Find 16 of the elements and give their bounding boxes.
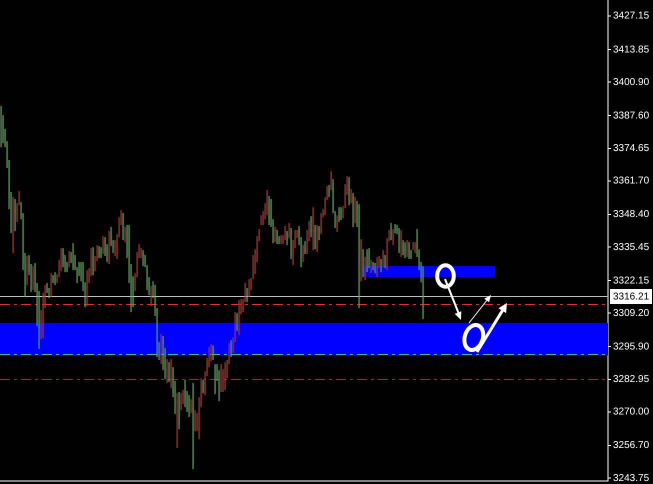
- y-tick-label: 3335.45: [613, 242, 650, 253]
- y-tick-label: 3374.65: [613, 143, 650, 154]
- y-tick-label: 3256.70: [613, 440, 650, 452]
- y-tick-label: 3282.95: [613, 374, 650, 386]
- y-tick-label: 3270.00: [613, 406, 650, 418]
- y-tick-label: 3348.40: [613, 209, 650, 220]
- y-tick-label: 3427.15: [613, 10, 650, 22]
- y-tick-label: 3322.15: [613, 275, 650, 286]
- y-tick-label: 3400.90: [613, 76, 650, 88]
- y-tick-label: 3361.70: [613, 176, 650, 187]
- ref-line-label: 3316.21: [613, 291, 650, 302]
- y-tick-label: 3387.60: [613, 110, 650, 122]
- y-tick-label: 3413.85: [613, 44, 650, 56]
- y-tick-label: 3243.75: [613, 472, 650, 484]
- y-tick-label: 3295.90: [613, 341, 650, 352]
- y-tick-label: 3309.20: [613, 308, 650, 319]
